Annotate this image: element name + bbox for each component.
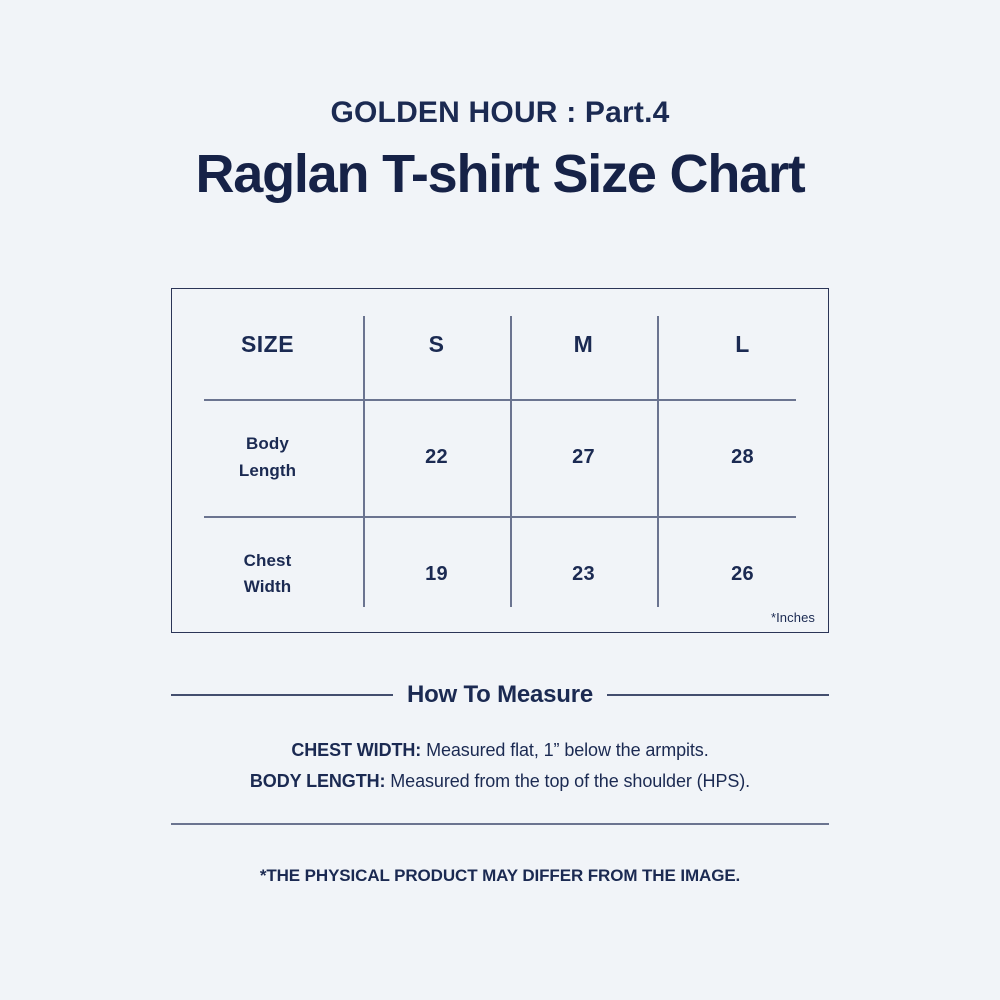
disclaimer-text: *THE PHYSICAL PRODUCT MAY DIFFER FROM TH… [259,866,741,885]
cell-body-length-l: 28 [657,399,828,516]
unit-note: *Inches [770,610,815,625]
row-label-body-length: Body Length [172,399,363,516]
row-divider-1 [204,399,796,401]
column-header-l: L [735,330,750,357]
cell-value: 22 [425,446,448,468]
page-title: Raglan T-shirt Size Chart [195,144,805,204]
measure-text-chest-width: Measured flat, 1” below the armpits. [421,740,709,760]
cell-body-length-s: 22 [363,399,510,516]
column-header-m: M [573,330,594,357]
how-to-measure-title: How To Measure [406,681,594,708]
row-label-chest-width: Chest Width [172,516,363,632]
page-header: GOLDEN HOUR : Part.4 Raglan T-shirt Size… [0,96,1000,203]
column-divider-2 [510,316,512,607]
cell-value: 19 [425,562,448,585]
measure-label-body-length: BODY LENGTH: [249,770,386,791]
row-divider-2 [204,516,796,518]
row-label-line2: Width [243,577,292,596]
column-divider-1 [363,316,365,607]
cell-body-length-m: 27 [510,399,657,516]
row-label-line2: Length [238,460,297,480]
collection-subtitle: GOLDEN HOUR : Part.4 [330,96,670,129]
cell-chest-width-l: 26 [657,516,828,632]
size-table: SIZE S M L Body Length 22 2 [171,288,829,633]
row-label-text: Chest Width [244,548,292,601]
table-row: Chest Width 19 23 26 [172,516,828,632]
cell-value: 28 [731,446,754,468]
heading-rule-left [171,694,393,696]
measure-line-body-length: BODY LENGTH: Measured from the top of th… [0,766,1000,797]
measure-line-chest-width: CHEST WIDTH: Measured flat, 1” below the… [0,735,1000,766]
column-divider-3 [657,316,659,607]
table-header-row: SIZE S M L [172,289,828,399]
heading-rule-right [607,694,829,696]
how-to-measure-body: CHEST WIDTH: Measured flat, 1” below the… [0,735,1000,797]
row-label-line1: Body [246,434,289,454]
cell-chest-width-s: 19 [363,516,510,632]
table-header-cell-l: L [657,289,828,399]
cell-value: 27 [572,446,595,468]
bottom-divider [171,823,829,825]
cell-value: 23 [572,562,595,585]
table-header-cell-m: M [510,289,657,399]
column-header-label: SIZE [240,330,295,357]
cell-value: 26 [731,562,754,585]
cell-chest-width-m: 23 [510,516,657,632]
measure-label-chest-width: CHEST WIDTH: [291,740,422,760]
table-row: Body Length 22 27 28 [172,399,828,516]
row-label-line1: Chest [243,550,292,570]
how-to-measure-heading: How To Measure [171,681,829,709]
table-header-cell-size: SIZE [172,289,363,399]
row-label-text: Body Length [239,431,296,484]
column-header-s: S [428,330,445,357]
measure-text-body-length: Measured from the top of the shoulder (H… [385,770,751,791]
table-header-cell-s: S [363,289,510,399]
